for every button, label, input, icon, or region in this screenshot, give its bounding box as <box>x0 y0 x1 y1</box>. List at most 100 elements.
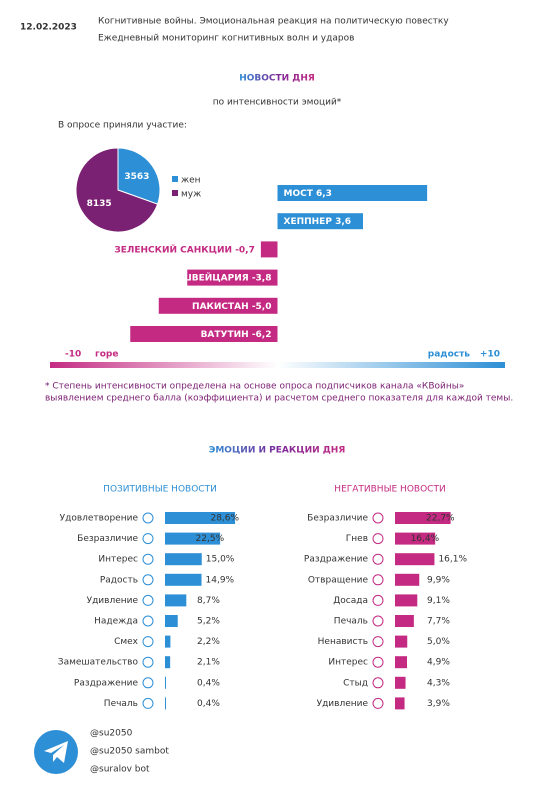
category-label: Удивление <box>87 596 139 606</box>
legend-label: жен <box>181 176 201 186</box>
date: 12.02.2023 <box>20 23 77 33</box>
legend-swatch <box>172 190 178 196</box>
value-label: 22,7% <box>426 514 455 524</box>
value-label: 4,9% <box>427 658 450 668</box>
emotion-icon <box>142 512 154 524</box>
value-label: 22,5% <box>196 534 225 544</box>
bar <box>260 241 278 258</box>
category-label: Удовлетворение <box>60 514 139 524</box>
bar <box>277 185 428 201</box>
category-label: Стыд <box>343 678 368 688</box>
category-label: Удивление <box>317 699 369 709</box>
value-label: 7,7% <box>427 617 450 627</box>
emotion-icon <box>142 553 154 565</box>
footnote: выявлением среднего балла (коэффициента)… <box>45 394 513 404</box>
bar <box>395 594 418 607</box>
value-label: 16,1% <box>438 555 467 565</box>
emotion-icon <box>142 697 154 709</box>
handle[interactable]: @su2050 sambot <box>90 747 169 757</box>
bar <box>158 297 278 314</box>
emotion-icon <box>372 656 384 668</box>
section-subtitle: по интенсивности эмоций* <box>213 98 342 108</box>
bar-value: -6,2 <box>252 330 272 340</box>
category-label: Безразличие <box>307 514 368 524</box>
axis-gradient <box>50 362 505 368</box>
pie-label: 8135 <box>87 199 112 209</box>
category-label: Печаль <box>334 617 368 627</box>
emotion-icon <box>142 533 154 545</box>
value-label: 4,3% <box>427 678 450 688</box>
value-label: 9,1% <box>427 596 450 606</box>
telegram-plane <box>44 741 68 763</box>
emotion-icon <box>372 553 384 565</box>
emotion-icon <box>372 615 384 627</box>
header-line: Когнитивные войны. Эмоциональная реакция… <box>98 17 449 27</box>
bar-category: ШВЕЙЦАРИЯ <box>181 271 249 283</box>
emotion-icon <box>372 697 384 709</box>
bar <box>395 656 408 669</box>
bar <box>165 553 202 566</box>
x-tick-label: +10 <box>480 350 500 360</box>
emotion-icon <box>142 656 154 668</box>
bar <box>395 615 414 627</box>
bar <box>395 512 451 524</box>
bar <box>165 656 171 669</box>
bar <box>395 532 436 545</box>
bar <box>395 697 405 710</box>
bar-value: 3,6 <box>335 217 351 227</box>
emotion-icon <box>142 594 154 606</box>
category-label: Ненависть <box>318 637 368 647</box>
bar-value: 6,3 <box>316 189 332 199</box>
bar <box>130 326 278 342</box>
footnote: * Степень интенсивности определена на ос… <box>45 382 464 392</box>
chart-title: НЕГАТИВНЫЕ НОВОСТИ <box>334 485 445 495</box>
bar <box>165 676 166 689</box>
axis-label: горе <box>95 350 118 360</box>
bar-category: МОСТ <box>284 189 314 199</box>
emotion-icon <box>372 677 384 689</box>
handle[interactable]: @su2050 <box>90 729 133 739</box>
header-line: Ежедневный мониторинг когнитивных волн и… <box>98 34 354 44</box>
value-label: 16,4% <box>411 534 440 544</box>
pie-slice <box>75 147 159 233</box>
bar-label: ПАКИСТАН -5,0 <box>192 301 271 311</box>
value-label: 2,2% <box>197 637 220 647</box>
bar <box>395 676 406 689</box>
category-label: Досада <box>333 596 368 606</box>
category-label: Гнев <box>346 534 368 544</box>
pie-title: В опросе приняли участие: <box>58 121 187 131</box>
emotion-icon <box>372 533 384 545</box>
emotion-icon <box>142 677 154 689</box>
value-label: 5,2% <box>197 617 220 627</box>
emotion-icon <box>142 615 154 627</box>
x-tick-label: -10 <box>65 350 81 360</box>
value-label: 0,4% <box>197 699 220 709</box>
emotion-icon <box>372 594 384 606</box>
section-title: НОВОСТИ ДНЯ <box>239 74 315 84</box>
handle[interactable]: @suralov bot <box>90 765 150 775</box>
section-title: ЭМОЦИИ И РЕАКЦИИ ДНЯ <box>209 446 346 456</box>
bar-category: ЗЕЛЕНСКИЙ САНКЦИИ <box>114 243 232 255</box>
value-label: 0,4% <box>197 678 220 688</box>
emotion-icon <box>372 574 384 586</box>
value-label: 15,0% <box>206 555 235 565</box>
bar <box>395 553 435 566</box>
bar-label: ВАТУТИН -6,2 <box>201 330 272 340</box>
bar <box>165 635 171 648</box>
bar <box>165 594 187 607</box>
bar-category: ХЕППНЕР <box>284 217 333 227</box>
bar-label: МОСТ 6,3 <box>284 189 332 199</box>
category-label: Отвращение <box>308 575 369 585</box>
value-label: 3,9% <box>427 699 450 709</box>
category-label: Замешательство <box>58 658 139 668</box>
value-label: 28,6% <box>210 514 239 524</box>
legend-label: муж <box>181 190 201 200</box>
bar <box>165 512 236 524</box>
pie-slice <box>117 147 161 205</box>
value-label: 8,7% <box>197 596 220 606</box>
bar <box>277 213 363 230</box>
category-label: Печаль <box>104 699 138 709</box>
bar-category: ПАКИСТАН <box>192 301 249 311</box>
emotion-icon <box>142 574 154 586</box>
